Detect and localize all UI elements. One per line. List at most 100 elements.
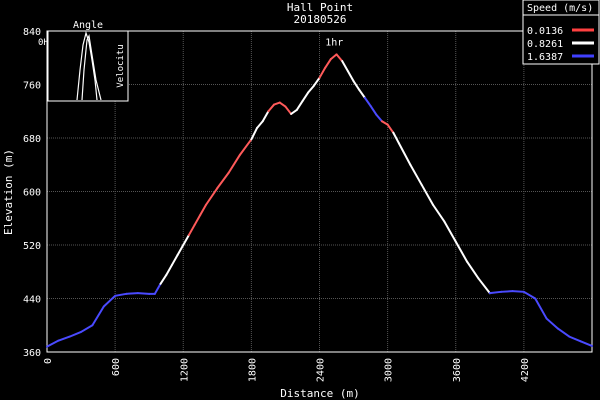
- profile-segment: [216, 171, 230, 190]
- profile-segment: [267, 103, 276, 113]
- y-tick-label: 440: [23, 295, 41, 306]
- x-tick-label: 3000: [384, 358, 395, 382]
- profile-segment: [358, 88, 366, 99]
- profile-segment: [443, 220, 457, 243]
- profile-segment: [432, 203, 446, 223]
- profile-segment: [568, 335, 582, 343]
- profile-segment: [136, 292, 151, 295]
- profile-segment: [522, 290, 537, 300]
- legend-entry-label: 0.8261: [527, 39, 563, 50]
- profile-segment: [193, 213, 202, 226]
- profile-segment: [466, 260, 480, 280]
- plot-frame: [46, 30, 593, 353]
- x-tick-label: 4200: [520, 358, 531, 382]
- profile-segment: [102, 294, 117, 308]
- x-tick-label: 1800: [247, 358, 258, 382]
- profile-segment: [397, 142, 412, 166]
- profile-segment: [329, 53, 338, 61]
- profile-segment: [256, 120, 264, 129]
- profile-segment: [375, 113, 383, 123]
- profile-segment: [227, 153, 242, 174]
- x-axis-ticks: 0 600 1200 1800 2400 3000 3600 4200: [43, 358, 531, 382]
- profile-segment: [204, 187, 219, 206]
- profile-segment: [545, 317, 559, 330]
- profile-segment: [250, 126, 259, 141]
- profile-segment: [369, 104, 378, 116]
- profile-segment: [170, 254, 179, 267]
- chart-title: Hall Point: [287, 1, 353, 14]
- profile-segment: [159, 274, 168, 285]
- y-axis-ticks: 360 440 520 600 680 760 840: [23, 27, 41, 359]
- x-tick-label: 0: [43, 358, 54, 364]
- profile-segment: [68, 330, 83, 338]
- profile-segment: [46, 339, 60, 348]
- x-tick-label: 3600: [452, 358, 463, 382]
- profile-segment: [91, 305, 105, 327]
- profile-segment: [335, 53, 344, 63]
- y-axis-label: Elevation (m): [2, 149, 15, 235]
- profile-segment: [273, 101, 281, 106]
- chart-subtitle: 20180526: [294, 13, 347, 26]
- profile-segment: [80, 324, 94, 333]
- profile-segment: [301, 91, 310, 103]
- profile-segment: [261, 110, 270, 123]
- profile-segment: [182, 233, 190, 246]
- inset-frame: [47, 30, 129, 102]
- legend-entry-label: 1.6387: [527, 52, 563, 63]
- legend-entry-label: 0.0136: [527, 26, 563, 37]
- y-tick-label: 840: [23, 27, 41, 38]
- profile-segment: [488, 290, 503, 295]
- legend-title: Speed (m/s): [527, 3, 593, 14]
- profile-segment: [284, 105, 293, 115]
- legend-box: [522, 0, 600, 65]
- y-tick-label: 600: [23, 188, 41, 199]
- x-axis-label: Distance (m): [280, 387, 359, 400]
- profile-segment: [295, 100, 304, 111]
- x-tick-label: 2400: [316, 358, 327, 382]
- profile-segment: [307, 84, 315, 94]
- x-tick-label: 600: [111, 358, 122, 376]
- profile-segment: [454, 240, 469, 263]
- profile-segment: [380, 120, 389, 126]
- profile-segment: [57, 335, 71, 342]
- profile-segment: [477, 277, 491, 295]
- profile-segment: [125, 292, 139, 295]
- inset-right-label: Velocitu: [116, 44, 126, 87]
- inset-curve-angle: [76, 30, 98, 101]
- profile-segment: [352, 80, 361, 91]
- profile-segment: [199, 203, 207, 216]
- profile-segment: [500, 290, 514, 293]
- speed-legend: Speed (m/s) 0.0136 0.8261 1.6387: [522, 0, 600, 65]
- profile-segment: [312, 76, 321, 87]
- profile-segment: [363, 96, 372, 107]
- y-tick-label: 360: [23, 348, 41, 359]
- profile-segment: [511, 290, 525, 293]
- profile-segment: [239, 138, 253, 156]
- inset-title: Angle: [73, 20, 103, 31]
- profile-segment: [556, 327, 571, 338]
- profile-segment: [346, 70, 355, 83]
- elevation-profile-line: [46, 53, 593, 348]
- y-tick-label: 520: [23, 241, 41, 252]
- inset-curve-velocity: [81, 34, 102, 101]
- profile-segment: [420, 183, 435, 206]
- y-tick-label: 680: [23, 134, 41, 145]
- profile-segment: [324, 58, 332, 69]
- profile-segment: [165, 264, 173, 277]
- profile-segment: [290, 108, 298, 115]
- profile-segment: [176, 244, 185, 257]
- profile-segment: [392, 131, 400, 145]
- inset-left-label: 0H: [38, 38, 49, 48]
- profile-segment: [341, 60, 349, 73]
- profile-segment: [153, 282, 162, 295]
- profile-segment: [278, 101, 287, 108]
- profile-segment: [409, 163, 423, 186]
- profile-segment: [187, 223, 196, 236]
- profile-segment: [386, 123, 395, 134]
- angle-velocity-inset: Angle 0H Velocitu: [38, 20, 129, 102]
- y-tick-label: 760: [23, 81, 41, 92]
- time-marker-1hr: 1hr: [325, 38, 343, 49]
- profile-segment: [579, 340, 593, 347]
- x-tick-label: 1200: [179, 358, 190, 382]
